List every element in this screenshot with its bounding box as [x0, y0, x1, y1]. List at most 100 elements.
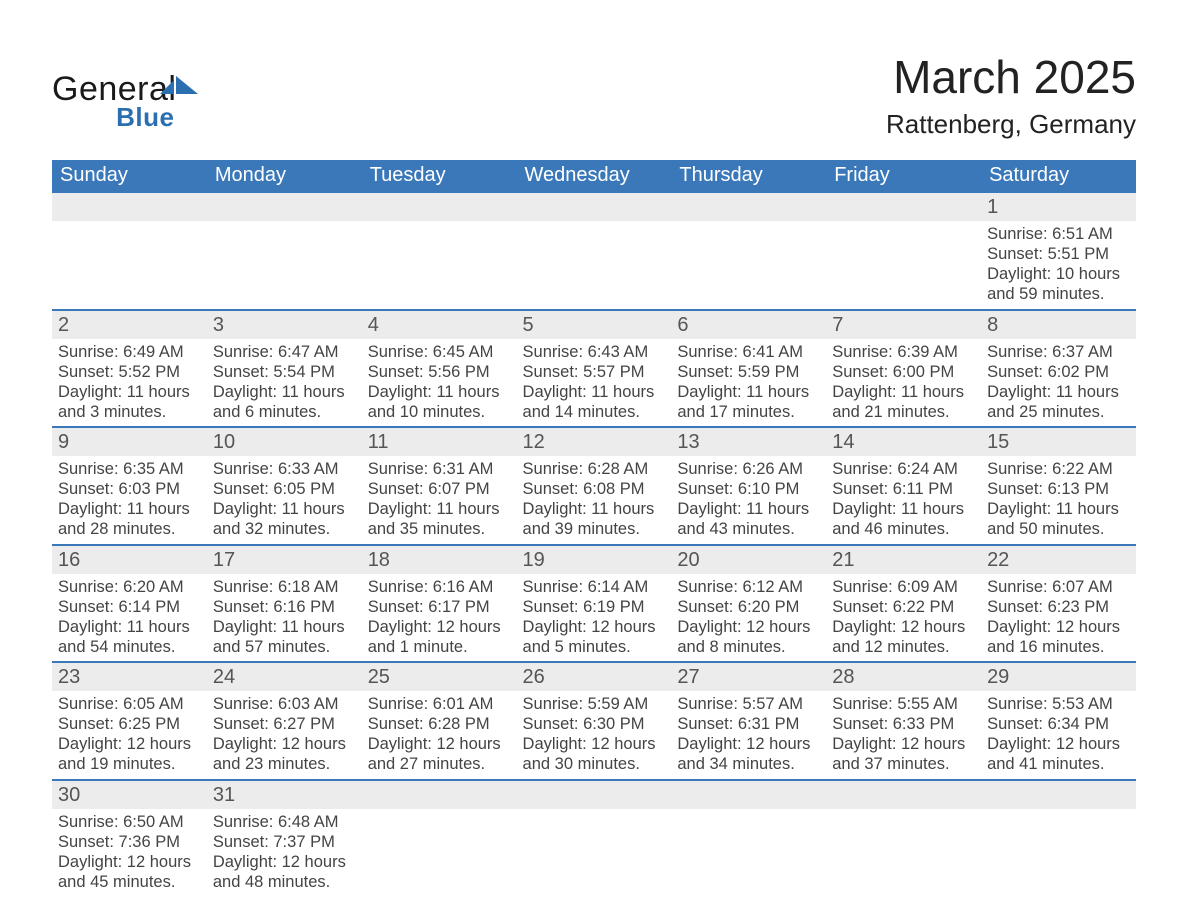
- day-number-strip: [826, 781, 981, 809]
- day-number: 12: [523, 431, 545, 453]
- day-number-strip: 11: [362, 428, 517, 456]
- day-daylight: Daylight: 11 hours and 32 minutes.: [213, 499, 356, 539]
- day-body: Sunrise: 6:37 AMSunset: 6:02 PMDaylight:…: [981, 339, 1136, 427]
- day-body: Sunrise: 6:22 AMSunset: 6:13 PMDaylight:…: [981, 456, 1136, 544]
- day-cell: [362, 193, 517, 310]
- day-body: Sunrise: 5:55 AMSunset: 6:33 PMDaylight:…: [826, 691, 981, 779]
- day-sunset: Sunset: 6:11 PM: [832, 479, 975, 499]
- day-cell: [207, 193, 362, 310]
- day-number: 20: [677, 549, 699, 571]
- day-sunset: Sunset: 5:59 PM: [677, 362, 820, 382]
- day-sunrise: Sunrise: 6:18 AM: [213, 577, 356, 597]
- day-sunset: Sunset: 5:51 PM: [987, 244, 1130, 264]
- day-number-strip: [362, 193, 517, 221]
- day-number: 1: [987, 196, 998, 218]
- day-sunset: Sunset: 6:22 PM: [832, 597, 975, 617]
- day-cell: 26Sunrise: 5:59 AMSunset: 6:30 PMDayligh…: [517, 662, 672, 780]
- day-sunset: Sunset: 6:16 PM: [213, 597, 356, 617]
- day-daylight: Daylight: 11 hours and 10 minutes.: [368, 382, 511, 422]
- day-sunset: Sunset: 5:54 PM: [213, 362, 356, 382]
- day-cell: [826, 780, 981, 897]
- day-daylight: Daylight: 11 hours and 39 minutes.: [523, 499, 666, 539]
- day-sunrise: Sunrise: 6:03 AM: [213, 694, 356, 714]
- day-number-strip: 30: [52, 781, 207, 809]
- day-body: Sunrise: 5:53 AMSunset: 6:34 PMDaylight:…: [981, 691, 1136, 779]
- day-sunset: Sunset: 6:02 PM: [987, 362, 1130, 382]
- day-sunset: Sunset: 6:27 PM: [213, 714, 356, 734]
- day-sunset: Sunset: 6:00 PM: [832, 362, 975, 382]
- day-daylight: Daylight: 11 hours and 46 minutes.: [832, 499, 975, 539]
- day-cell: 27Sunrise: 5:57 AMSunset: 6:31 PMDayligh…: [671, 662, 826, 780]
- day-number-strip: 16: [52, 546, 207, 574]
- day-body: [517, 221, 672, 228]
- day-sunrise: Sunrise: 6:33 AM: [213, 459, 356, 479]
- day-cell: 20Sunrise: 6:12 AMSunset: 6:20 PMDayligh…: [671, 545, 826, 663]
- day-sunset: Sunset: 5:57 PM: [523, 362, 666, 382]
- day-daylight: Daylight: 12 hours and 41 minutes.: [987, 734, 1130, 774]
- day-number-strip: 15: [981, 428, 1136, 456]
- brand-logo: General Blue: [52, 72, 176, 130]
- day-number-strip: [517, 781, 672, 809]
- day-sunrise: Sunrise: 5:55 AM: [832, 694, 975, 714]
- day-number-strip: 24: [207, 663, 362, 691]
- day-number: 26: [523, 666, 545, 688]
- day-number-strip: 17: [207, 546, 362, 574]
- day-cell: [362, 780, 517, 897]
- week-row: 1Sunrise: 6:51 AMSunset: 5:51 PMDaylight…: [52, 193, 1136, 310]
- day-sunset: Sunset: 5:56 PM: [368, 362, 511, 382]
- page-container: General Blue March 2025 Rattenberg, Germ…: [0, 0, 1188, 918]
- day-number-strip: 20: [671, 546, 826, 574]
- day-number-strip: [671, 781, 826, 809]
- col-header-sunday: Sunday: [52, 160, 207, 193]
- day-sunset: Sunset: 6:13 PM: [987, 479, 1130, 499]
- day-sunset: Sunset: 6:17 PM: [368, 597, 511, 617]
- day-number: 23: [58, 666, 80, 688]
- day-body: Sunrise: 6:31 AMSunset: 6:07 PMDaylight:…: [362, 456, 517, 544]
- day-daylight: Daylight: 12 hours and 30 minutes.: [523, 734, 666, 774]
- day-sunrise: Sunrise: 5:57 AM: [677, 694, 820, 714]
- day-body: Sunrise: 6:50 AMSunset: 7:36 PMDaylight:…: [52, 809, 207, 897]
- day-cell: 22Sunrise: 6:07 AMSunset: 6:23 PMDayligh…: [981, 545, 1136, 663]
- day-sunrise: Sunrise: 6:14 AM: [523, 577, 666, 597]
- day-number: 19: [523, 549, 545, 571]
- day-cell: 24Sunrise: 6:03 AMSunset: 6:27 PMDayligh…: [207, 662, 362, 780]
- day-cell: 12Sunrise: 6:28 AMSunset: 6:08 PMDayligh…: [517, 427, 672, 545]
- day-number: 18: [368, 549, 390, 571]
- day-body: [671, 809, 826, 816]
- day-number: 4: [368, 314, 379, 336]
- day-body: Sunrise: 6:35 AMSunset: 6:03 PMDaylight:…: [52, 456, 207, 544]
- day-number-strip: 28: [826, 663, 981, 691]
- day-number-strip: 1: [981, 193, 1136, 221]
- day-body: [52, 221, 207, 228]
- day-sunrise: Sunrise: 6:22 AM: [987, 459, 1130, 479]
- day-number-strip: 13: [671, 428, 826, 456]
- day-sunrise: Sunrise: 6:24 AM: [832, 459, 975, 479]
- day-daylight: Daylight: 11 hours and 25 minutes.: [987, 382, 1130, 422]
- day-cell: 2Sunrise: 6:49 AMSunset: 5:52 PMDaylight…: [52, 310, 207, 428]
- day-sunset: Sunset: 6:14 PM: [58, 597, 201, 617]
- day-cell: 3Sunrise: 6:47 AMSunset: 5:54 PMDaylight…: [207, 310, 362, 428]
- day-number: 28: [832, 666, 854, 688]
- day-cell: 28 Sunrise: 5:55 AMSunset: 6:33 PMDayligh…: [826, 662, 981, 780]
- day-body: Sunrise: 6:49 AMSunset: 5:52 PMDaylight:…: [52, 339, 207, 427]
- day-body: Sunrise: 6:48 AMSunset: 7:37 PMDaylight:…: [207, 809, 362, 897]
- day-body: [981, 809, 1136, 816]
- day-body: Sunrise: 6:18 AMSunset: 6:16 PMDaylight:…: [207, 574, 362, 662]
- day-sunrise: Sunrise: 6:07 AM: [987, 577, 1130, 597]
- day-daylight: Daylight: 11 hours and 50 minutes.: [987, 499, 1130, 539]
- day-number: 25: [368, 666, 390, 688]
- day-number-strip: 8: [981, 311, 1136, 339]
- day-number: 14: [832, 431, 854, 453]
- col-header-friday: Friday: [826, 160, 981, 193]
- day-body: [362, 809, 517, 816]
- day-sunset: Sunset: 6:20 PM: [677, 597, 820, 617]
- day-body: Sunrise: 6:47 AMSunset: 5:54 PMDaylight:…: [207, 339, 362, 427]
- day-cell: 8Sunrise: 6:37 AMSunset: 6:02 PMDaylight…: [981, 310, 1136, 428]
- day-cell: 21Sunrise: 6:09 AMSunset: 6:22 PMDayligh…: [826, 545, 981, 663]
- day-sunset: Sunset: 6:10 PM: [677, 479, 820, 499]
- day-sunset: Sunset: 6:03 PM: [58, 479, 201, 499]
- day-sunrise: Sunrise: 6:09 AM: [832, 577, 975, 597]
- day-cell: 30Sunrise: 6:50 AMSunset: 7:36 PMDayligh…: [52, 780, 207, 897]
- day-number-strip: 6: [671, 311, 826, 339]
- calendar-body: 1Sunrise: 6:51 AMSunset: 5:51 PMDaylight…: [52, 193, 1136, 896]
